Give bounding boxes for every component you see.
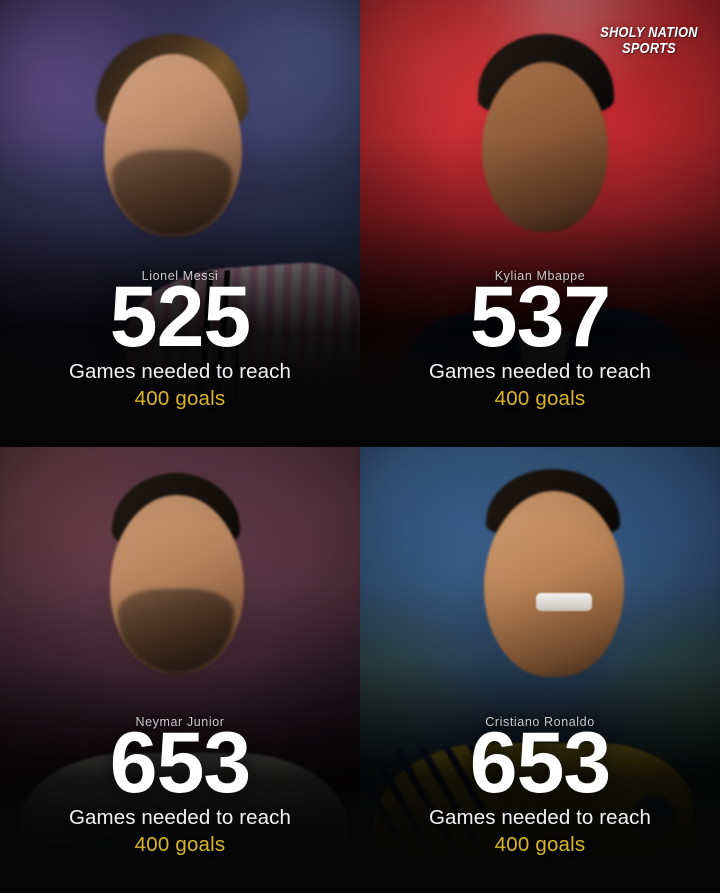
teeth-shape bbox=[536, 593, 592, 611]
player-card-neymar: Neymar Junior 653 Games needed to reach … bbox=[0, 447, 360, 893]
player-card-mbappe: SHOLY NATION SPORTS Kylian Mbappe 537 Ga… bbox=[360, 0, 720, 447]
brand-watermark: SHOLY NATION SPORTS bbox=[600, 25, 698, 57]
head-shape bbox=[482, 62, 608, 232]
player-photo-neymar bbox=[0, 447, 360, 893]
player-card-ronaldo: Cristiano Ronaldo 653 Games needed to re… bbox=[360, 447, 720, 893]
jersey-shape bbox=[18, 753, 348, 893]
player-photo-ronaldo bbox=[360, 447, 720, 893]
jersey-stripes bbox=[363, 742, 493, 892]
sponsor-badge-left bbox=[78, 869, 140, 893]
sponsor-badge-right bbox=[240, 869, 302, 893]
club-badge bbox=[632, 795, 676, 839]
brand-line-1: SHOLY NATION bbox=[600, 25, 698, 41]
player-photo-mbappe bbox=[360, 0, 720, 447]
player-photo-messi bbox=[0, 0, 360, 447]
head-shape bbox=[484, 491, 624, 677]
player-card-messi: Lionel Messi 525 Games needed to reach 4… bbox=[0, 0, 360, 447]
brand-line-2: SPORTS bbox=[622, 40, 677, 57]
